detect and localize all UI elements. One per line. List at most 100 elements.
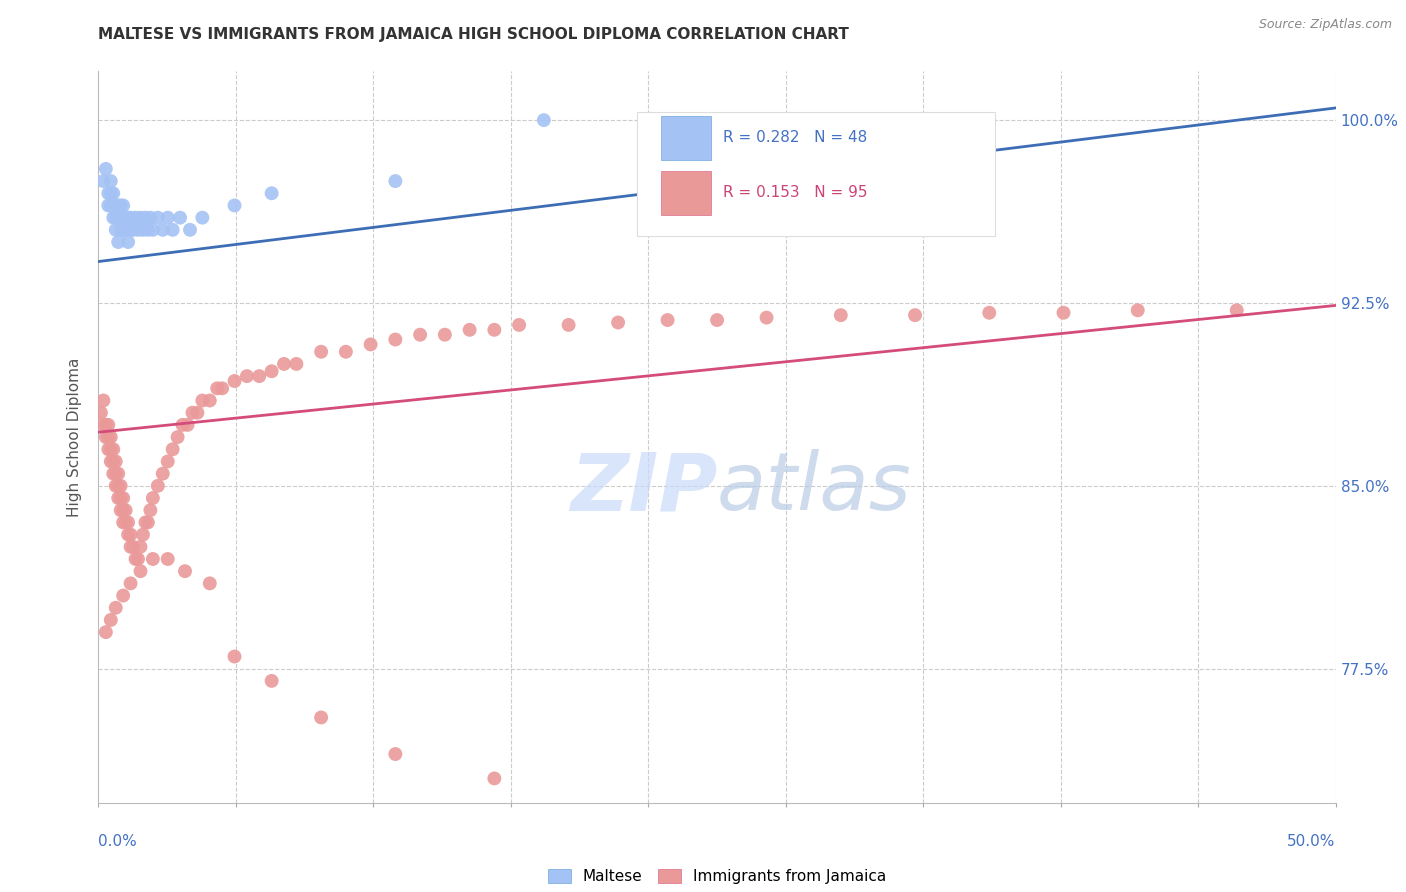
Point (181, 406, 204, 420)
Point (904, 308, 927, 322)
Point (433, 327, 456, 342)
Point (104, 479, 127, 493)
Point (94, 430, 117, 444)
Point (129, 564, 152, 578)
Point (139, 211, 162, 225)
Point (172, 417, 194, 432)
Point (134, 211, 156, 225)
Point (409, 327, 432, 342)
Point (112, 198, 135, 212)
Point (107, 198, 129, 212)
Point (224, 374, 246, 388)
Point (166, 430, 188, 444)
Point (103, 442, 125, 457)
Point (156, 552, 179, 566)
Point (103, 467, 125, 481)
Point (191, 211, 214, 225)
Point (755, 310, 778, 325)
Point (97, 442, 120, 457)
Point (94, 161, 117, 176)
Point (110, 223, 132, 237)
Point (107, 235, 129, 249)
Point (156, 454, 179, 468)
Point (1052, 306, 1074, 320)
Point (152, 223, 174, 237)
Point (104, 211, 127, 225)
Point (132, 223, 155, 237)
Point (224, 649, 246, 664)
Text: R = 0.153   N = 95: R = 0.153 N = 95 (723, 186, 868, 201)
Point (335, 344, 357, 359)
Point (94, 417, 117, 432)
Point (142, 491, 165, 505)
Point (657, 313, 679, 327)
Point (112, 211, 135, 225)
Point (136, 223, 159, 237)
Point (117, 527, 139, 541)
Bar (661, 171, 711, 215)
Point (134, 516, 156, 530)
Point (122, 223, 145, 237)
Point (224, 198, 246, 212)
Point (110, 503, 132, 517)
Point (484, 772, 506, 786)
Point (93, 174, 115, 188)
Point (120, 527, 142, 541)
Point (146, 479, 169, 493)
Point (533, 113, 555, 128)
Text: R = 0.282   N = 48: R = 0.282 N = 48 (723, 130, 868, 145)
Point (309, 710, 332, 724)
Point (104, 600, 127, 615)
Point (110, 198, 132, 212)
Point (186, 406, 208, 420)
Point (103, 186, 125, 201)
Point (211, 381, 233, 395)
Point (114, 516, 136, 530)
Point (384, 747, 406, 761)
Point (124, 552, 146, 566)
Point (117, 211, 139, 225)
Text: MALTESE VS IMMIGRANTS FROM JAMAICA HIGH SCHOOL DIPLOMA CORRELATION CHART: MALTESE VS IMMIGRANTS FROM JAMAICA HIGH … (98, 27, 849, 42)
Point (107, 479, 129, 493)
Point (94, 625, 117, 640)
Point (179, 223, 201, 237)
Point (100, 174, 122, 188)
Point (360, 337, 382, 351)
Point (198, 576, 221, 591)
Point (110, 211, 132, 225)
Point (107, 211, 129, 225)
Point (162, 223, 184, 237)
Point (97, 186, 120, 201)
Point (103, 198, 125, 212)
Bar (661, 116, 711, 160)
Point (129, 211, 152, 225)
Point (260, 673, 283, 688)
Point (384, 333, 406, 347)
Point (152, 467, 174, 481)
Point (100, 430, 122, 444)
Point (127, 552, 149, 566)
Point (120, 540, 142, 554)
Point (979, 306, 1001, 320)
Point (100, 186, 122, 201)
Text: ZIP: ZIP (569, 450, 717, 527)
Point (100, 454, 122, 468)
Text: 50.0%: 50.0% (1288, 834, 1336, 849)
Point (127, 223, 149, 237)
Point (100, 442, 122, 457)
Text: Source: ZipAtlas.com: Source: ZipAtlas.com (1258, 18, 1392, 31)
Point (247, 369, 270, 384)
Point (112, 589, 135, 603)
Point (122, 540, 145, 554)
Point (112, 503, 135, 517)
Point (191, 393, 214, 408)
Point (120, 576, 142, 591)
Point (104, 198, 127, 212)
Point (309, 344, 332, 359)
Point (100, 613, 122, 627)
Point (260, 364, 283, 378)
Point (508, 318, 530, 332)
Point (112, 223, 135, 237)
Point (146, 211, 169, 225)
Point (285, 357, 308, 371)
